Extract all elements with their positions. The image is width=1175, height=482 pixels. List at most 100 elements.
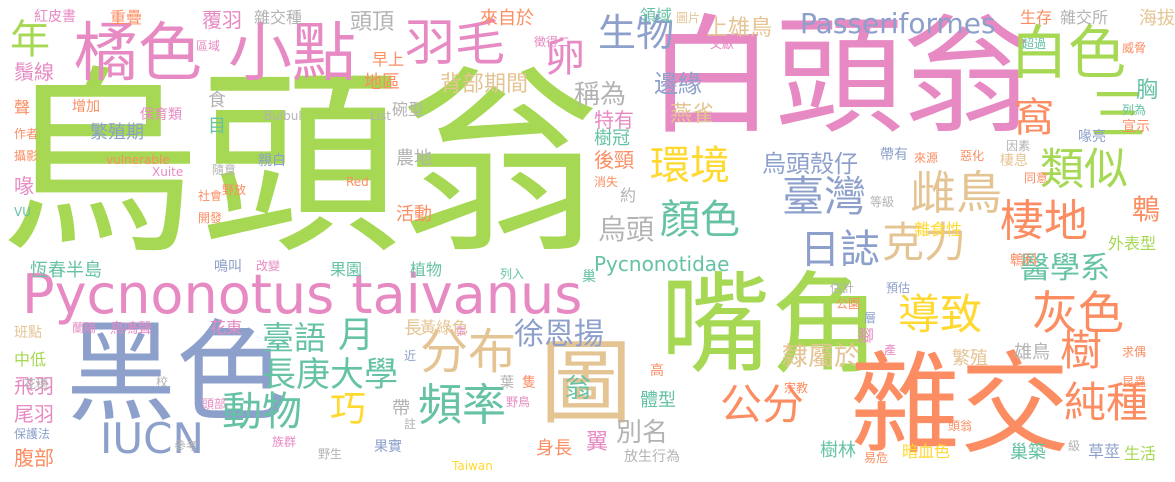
word: 動物 — [222, 389, 302, 435]
word: 飛羽 — [14, 374, 54, 398]
word: 親白 — [258, 153, 286, 169]
word: 鵯 — [1132, 193, 1161, 226]
word: 威脅 — [1122, 41, 1147, 55]
word: 腳 — [858, 326, 875, 345]
word: 長 — [404, 318, 422, 339]
word: 頭翁 — [948, 419, 973, 433]
word: 同意 — [1024, 171, 1049, 185]
word: 隸屬於 — [782, 342, 861, 372]
word: 黃綠色 — [420, 318, 469, 337]
word: 後頸 — [594, 148, 634, 172]
word: Xuite — [152, 165, 184, 179]
word: 棲地 — [1000, 196, 1088, 247]
word: 橘色 — [74, 17, 202, 91]
word: 註 — [404, 417, 417, 431]
word: 碗型 — [392, 100, 425, 119]
word: 頭部 — [202, 397, 227, 411]
word: 純種 — [1064, 378, 1149, 427]
word: 活動 — [396, 204, 432, 225]
word: 草莖 — [1088, 442, 1121, 461]
word: 昆蟲 — [1122, 375, 1147, 389]
word: 白色 — [1010, 19, 1127, 87]
word: 開發 — [198, 211, 223, 225]
word: 領域 — [640, 6, 673, 25]
word: 花東 — [210, 318, 243, 337]
word: 棲息 — [1000, 153, 1028, 169]
word: 徵得二 — [534, 35, 571, 49]
word: 嘴角 — [660, 261, 880, 389]
word: 鳥鳴聲 — [110, 321, 152, 337]
word: 翼 — [586, 430, 609, 455]
word: 繁殖期 — [90, 122, 144, 143]
word: 類似 — [1040, 144, 1128, 195]
word: 校 — [156, 375, 169, 389]
word: 日誌 — [800, 227, 880, 273]
word: Pycnonotus taivanus — [22, 263, 583, 326]
word: 巢 — [582, 269, 596, 285]
word: Pycnonotidae — [594, 252, 730, 276]
word: 圖 — [540, 330, 633, 437]
word: 樹 — [1060, 326, 1103, 375]
word: 邊緣 — [654, 70, 702, 98]
word: 紅皮書 — [34, 9, 76, 25]
word: 參考 — [174, 439, 199, 453]
word: 雜交 — [850, 341, 1070, 469]
word: 顏色 — [660, 197, 740, 243]
word: 保護法 — [14, 427, 51, 441]
word: 文獻 — [710, 37, 735, 51]
word: 鳴叫 — [214, 259, 242, 275]
word: 張 — [456, 327, 466, 338]
word: 黑色 — [66, 309, 286, 437]
word: 別名 — [616, 418, 669, 448]
word: 烏頭翁 — [0, 49, 601, 282]
word: 分布 — [420, 324, 517, 380]
word: 月 — [338, 315, 375, 356]
word: 羽毛 — [405, 14, 505, 72]
word: 班點 — [14, 325, 42, 341]
word: 雄鳥 — [1014, 342, 1050, 363]
word: 中低 — [14, 350, 47, 369]
word: 因素 — [1006, 139, 1031, 153]
word: 果園 — [330, 260, 363, 279]
word: 公分 — [720, 380, 805, 429]
word: 作者 — [14, 127, 39, 141]
word: 徐恩揚 — [514, 317, 604, 352]
word: 產 — [884, 343, 897, 357]
word: 三 — [1090, 83, 1146, 148]
word: 攝影 — [14, 149, 39, 163]
word: 區域 — [196, 39, 221, 53]
word: IUCN — [100, 414, 204, 463]
word: 頭頂 — [350, 10, 395, 35]
word: 植物 — [410, 260, 443, 279]
word: 烏頭殼仔 — [762, 150, 858, 178]
word: 烏頭 — [598, 213, 655, 246]
word: 葉 — [500, 375, 514, 391]
word: VU — [14, 205, 31, 219]
word: 雜交所 — [1060, 8, 1109, 27]
word: 雜食性 — [914, 220, 963, 239]
word: 胸 — [1136, 78, 1159, 103]
word: 宗教 — [784, 381, 809, 395]
word: 社會 — [198, 189, 223, 203]
word: 雌鳥 — [910, 166, 1002, 220]
word: Red — [346, 175, 369, 189]
word: 層 — [864, 311, 877, 325]
word: Passeriformes — [800, 7, 996, 40]
word: 增加 — [72, 99, 100, 115]
word: 野鳥 — [506, 395, 531, 409]
word: 農地 — [396, 148, 432, 169]
word: 生活 — [1124, 444, 1157, 463]
word: 腹部 — [14, 446, 54, 470]
word: 生物 — [598, 11, 675, 55]
word: 重疊 — [110, 8, 143, 27]
word: 燕雀 — [670, 102, 715, 127]
word: 野放 — [222, 183, 247, 197]
word: Taiwan — [452, 459, 493, 473]
word: 公園 — [836, 297, 861, 311]
word: 放生行為 — [624, 449, 680, 465]
word: 白頭翁 — [647, 3, 1032, 152]
word: 喙 — [14, 174, 34, 198]
word: 克力 — [882, 218, 967, 267]
word: 小點 — [228, 17, 356, 91]
word: 近 — [404, 349, 417, 363]
